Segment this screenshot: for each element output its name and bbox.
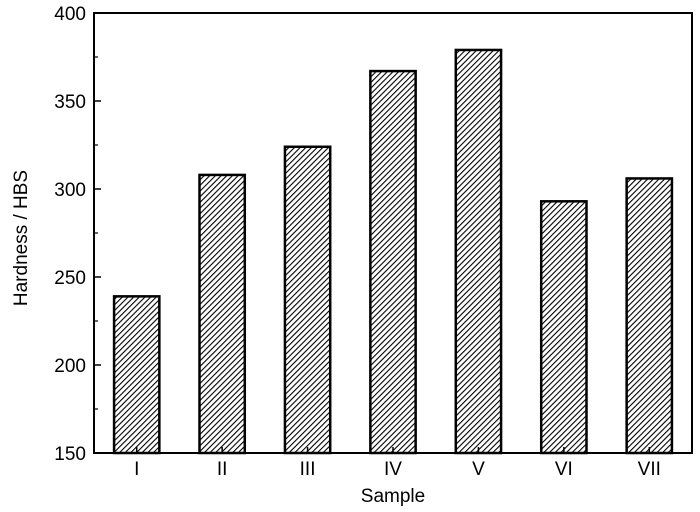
y-tick-label: 300 [54,180,86,201]
y-tick-label: 200 [54,356,86,377]
bar-II [198,173,247,455]
x-tick-label: IV [384,459,402,480]
bar-III [283,145,332,455]
y-axis-title: Hardness / HBS [11,170,32,306]
bar-VII [625,177,674,455]
x-tick-label: VI [555,459,573,480]
y-tick-label: 250 [54,268,86,289]
bar-V [454,48,503,455]
y-tick-label: 350 [54,92,86,113]
x-tick-label: III [300,459,316,480]
bar-IV [369,69,417,455]
x-tick-label: V [472,459,485,480]
bar-VI [539,200,588,455]
y-tick-label: 400 [54,4,86,25]
y-tick-label: 150 [54,444,86,465]
x-tick-label: II [217,459,228,480]
x-tick-label: VII [638,459,661,480]
bars-layer [112,48,674,455]
bar-I [112,295,161,455]
x-tick-label: I [134,459,139,480]
x-axis-title: Sample [361,486,425,507]
